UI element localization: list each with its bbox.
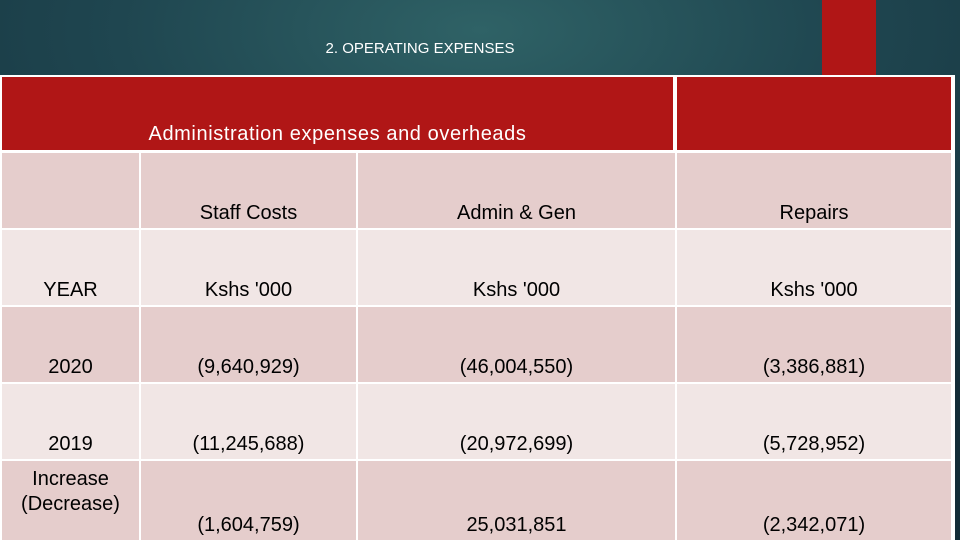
- cell-change-staff-costs: (1,604,759): [141, 461, 356, 540]
- header-empty-cell: [677, 77, 951, 150]
- row-label-2020: 2020: [2, 307, 139, 382]
- row-label-increase-decrease: Increase (Decrease): [2, 461, 139, 540]
- table-caption-cell: Administration expenses and overheads: [2, 77, 673, 150]
- expenses-table: Administration expenses and overheads St…: [0, 75, 955, 540]
- unit-admin-gen: Kshs '000: [358, 230, 675, 305]
- cell-2020-repairs: (3,386,881): [677, 307, 951, 382]
- slide-title: 2. OPERATING EXPENSES: [325, 40, 515, 57]
- unit-repairs: Kshs '000: [677, 230, 951, 305]
- column-header-blank: [2, 153, 139, 228]
- row-label-increase-decrease-text: Increase (Decrease): [21, 468, 120, 515]
- cell-2019-admin-gen: (20,972,699): [358, 384, 675, 459]
- table-caption: Administration expenses and overheads: [148, 123, 527, 145]
- unit-staff-costs: Kshs '000: [141, 230, 356, 305]
- cell-2019-repairs: (5,728,952): [677, 384, 951, 459]
- row-label-2019: 2019: [2, 384, 139, 459]
- cell-change-repairs: (2,342,071): [677, 461, 951, 540]
- column-header-staff-costs: Staff Costs: [141, 153, 356, 228]
- accent-block: [822, 0, 876, 75]
- year-header: YEAR: [2, 230, 139, 305]
- column-header-admin-gen: Admin & Gen: [358, 153, 675, 228]
- cell-2020-staff-costs: (9,640,929): [141, 307, 356, 382]
- cell-2020-admin-gen: (46,004,550): [358, 307, 675, 382]
- cell-change-admin-gen: 25,031,851: [358, 461, 675, 540]
- cell-2019-staff-costs: (11,245,688): [141, 384, 356, 459]
- column-header-repairs: Repairs: [677, 153, 951, 228]
